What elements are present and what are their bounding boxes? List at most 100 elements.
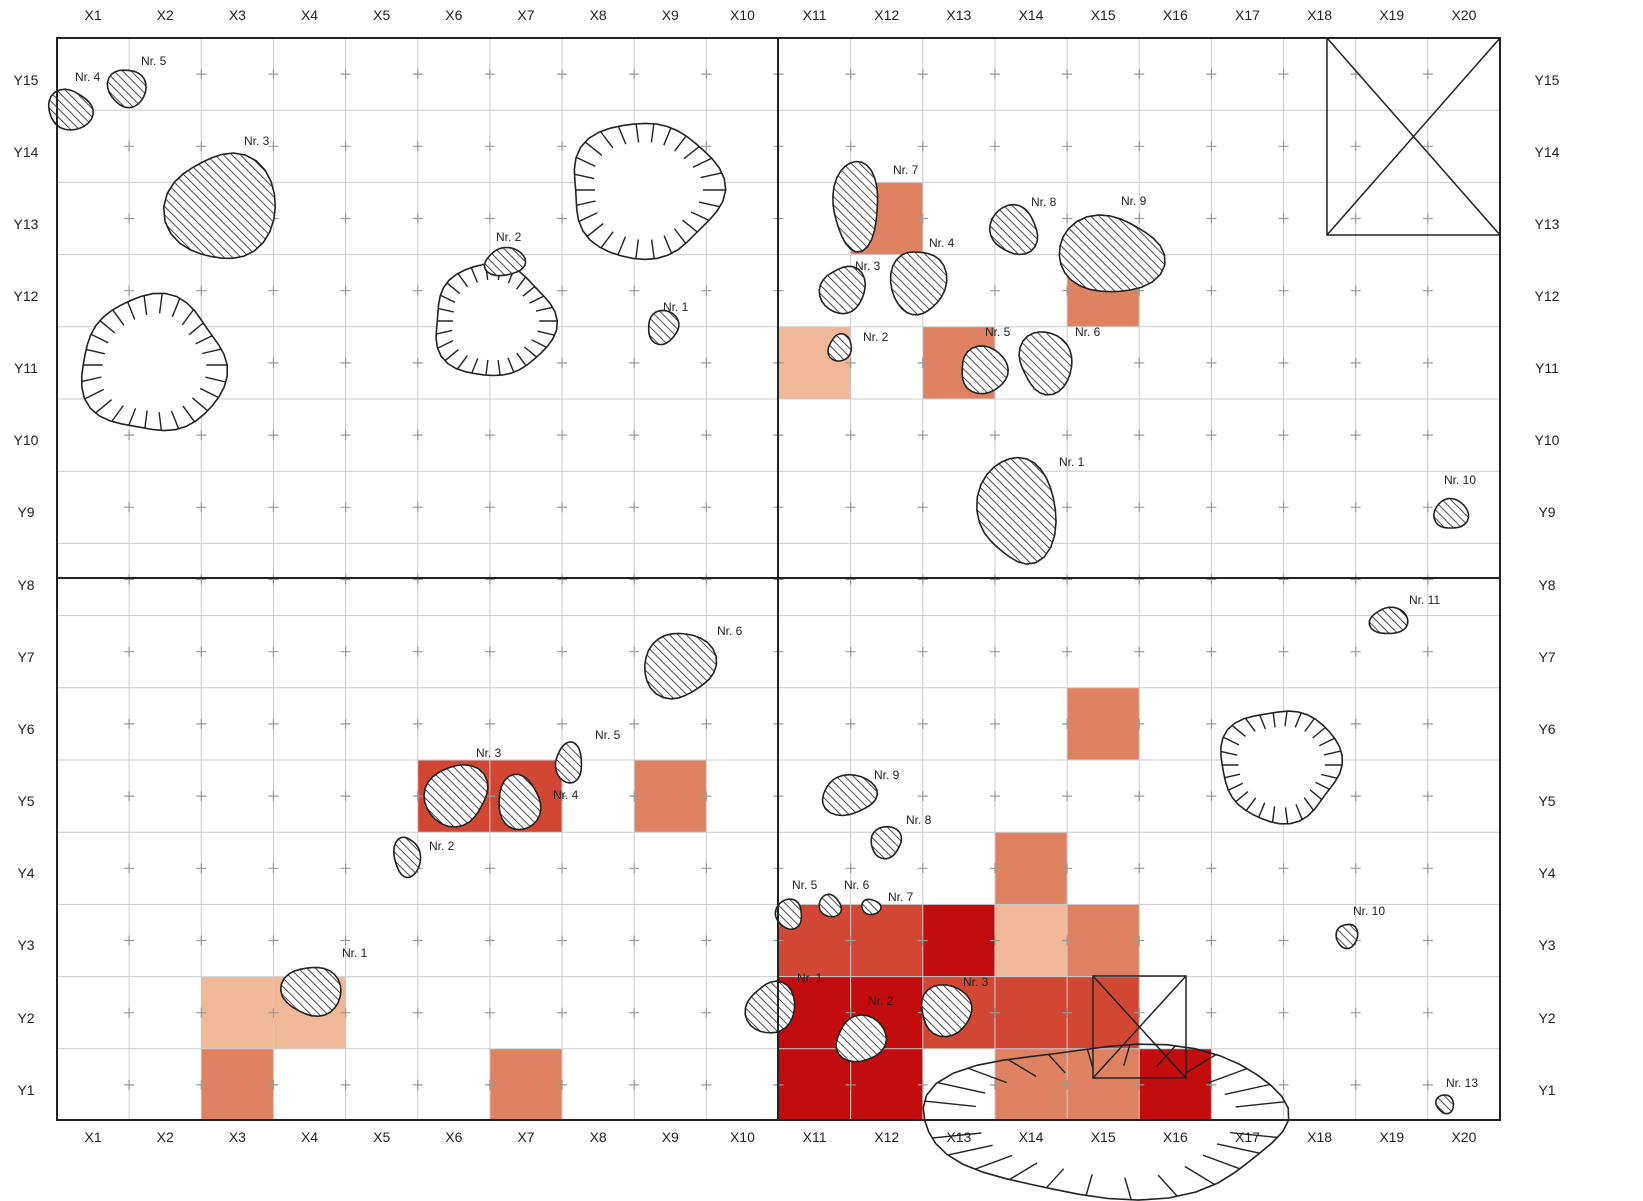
- grid-tick: [629, 1079, 640, 1090]
- grid-tick: [412, 213, 423, 224]
- grid-tick: [557, 791, 568, 802]
- grid-cell-X12-Y3: [850, 904, 923, 977]
- grid-tick: [557, 141, 568, 152]
- hatched-feature-icon: [870, 825, 903, 860]
- grid-tick: [1206, 791, 1217, 802]
- x-axis-label-bottom: X12: [874, 1129, 899, 1145]
- grid-tick: [484, 646, 495, 657]
- grid-tick: [1350, 1007, 1361, 1018]
- grid-tick: [124, 935, 135, 946]
- grid-tick: [1422, 141, 1433, 152]
- feature-label: Nr. 3: [476, 746, 502, 760]
- grid-tick: [557, 935, 568, 946]
- hatched-feature-icon: [961, 345, 1010, 395]
- grid-tick: [989, 646, 1000, 657]
- grid-tick: [845, 69, 856, 80]
- x-axis-label-bottom: X13: [946, 1129, 971, 1145]
- x-axis-label-top: X4: [301, 7, 318, 23]
- grid-tick: [1422, 502, 1433, 513]
- grid-tick: [1350, 863, 1361, 874]
- hatched-feature-icon: [920, 984, 973, 1038]
- grid-tick: [196, 141, 207, 152]
- y-axis-label-left: Y11: [14, 360, 38, 376]
- grid-tick: [989, 935, 1000, 946]
- grid-tick: [1134, 213, 1145, 224]
- grid-tick: [1422, 718, 1433, 729]
- hatched-feature-icon: [647, 309, 680, 346]
- grid-tick: [1350, 1079, 1361, 1090]
- hatched-feature-icon: [1368, 606, 1409, 635]
- feature-label: Nr. 10: [1353, 904, 1385, 918]
- y-axis-label-left: Y8: [17, 577, 34, 593]
- grid-tick: [1062, 791, 1073, 802]
- grid-tick: [412, 1079, 423, 1090]
- y-axis-label-left: Y6: [17, 721, 34, 737]
- x-axis-label-bottom: X18: [1307, 1129, 1332, 1145]
- grid-tick: [1134, 863, 1145, 874]
- grid-tick: [1278, 574, 1289, 585]
- grid-tick: [1206, 935, 1217, 946]
- grid-tick: [1350, 718, 1361, 729]
- hatched-feature-icon: [988, 203, 1039, 256]
- y-axis-label-left: Y2: [17, 1010, 34, 1026]
- grid-tick: [845, 718, 856, 729]
- grid-tick: [268, 141, 279, 152]
- grid-tick: [1062, 141, 1073, 152]
- hatched-features-layer: [47, 69, 1470, 1115]
- grid-tick: [268, 935, 279, 946]
- x-axis-label-bottom: X11: [803, 1129, 827, 1145]
- grid-tick: [1422, 791, 1433, 802]
- hatched-feature-icon: [818, 893, 843, 918]
- grid-tick: [989, 1079, 1000, 1090]
- grid-tick: [340, 430, 351, 441]
- grid-tick: [196, 791, 207, 802]
- crossed-box-icon: [1092, 975, 1187, 1079]
- grid-tick: [1206, 574, 1217, 585]
- grid-tick: [701, 141, 712, 152]
- x-axis-label-bottom: X16: [1163, 1129, 1188, 1145]
- hachured-pit-icon: [435, 262, 559, 377]
- hatched-feature-icon: [835, 1014, 888, 1063]
- y-axis-label-right: Y12: [1535, 288, 1560, 304]
- feature-label: Nr. 11: [1409, 593, 1440, 607]
- hatched-feature-icon: [1058, 214, 1166, 293]
- grid-tick: [1134, 791, 1145, 802]
- plan-frame: [56, 37, 1501, 1121]
- grid-tick: [845, 502, 856, 513]
- grid-tick: [196, 285, 207, 296]
- x-axis-label-top: X8: [590, 7, 607, 23]
- grid-tick: [1062, 213, 1073, 224]
- y-axis-label-right: Y1: [1538, 1082, 1555, 1098]
- grid-tick: [124, 502, 135, 513]
- y-axis-label-right: Y15: [1535, 72, 1560, 88]
- grid-tick: [412, 285, 423, 296]
- pit-hachure: [1220, 711, 1343, 825]
- x-axis-label-top: X10: [730, 7, 755, 23]
- grid-tick: [1206, 1007, 1217, 1018]
- x-axis-label-top: X20: [1451, 7, 1476, 23]
- feature-labels-layer: Nr. 4 Nr. 5 Nr. 3 Nr. 2 Nr. 1 Nr. 7 Nr. 8 Nr. 9…: [75, 54, 1478, 1090]
- grid-tick: [340, 285, 351, 296]
- x-axis-label-bottom: X8: [590, 1129, 607, 1145]
- hatched-feature-icon: [774, 898, 803, 931]
- y-axis-label-right: Y9: [1538, 504, 1555, 520]
- grid-tick: [484, 1079, 495, 1090]
- grid-tick: [1278, 69, 1289, 80]
- x-axis-label-top: X15: [1091, 7, 1116, 23]
- grid-tick: [917, 69, 928, 80]
- grid-tick: [845, 1079, 856, 1090]
- grid-tick: [1278, 502, 1289, 513]
- grid-tick: [629, 69, 640, 80]
- grid-tick: [845, 935, 856, 946]
- grid-tick: [124, 791, 135, 802]
- grid-tick: [1350, 574, 1361, 585]
- hatched-feature-icon: [498, 773, 542, 831]
- grid-tick: [845, 646, 856, 657]
- grid-tick: [1422, 1007, 1433, 1018]
- grid-tick: [845, 357, 856, 368]
- x-axis-label-top: X14: [1019, 7, 1044, 23]
- feature-label: Nr. 5: [985, 325, 1011, 339]
- grid-tick: [1350, 791, 1361, 802]
- grid-tick: [989, 718, 1000, 729]
- grid-tick: [1206, 718, 1217, 729]
